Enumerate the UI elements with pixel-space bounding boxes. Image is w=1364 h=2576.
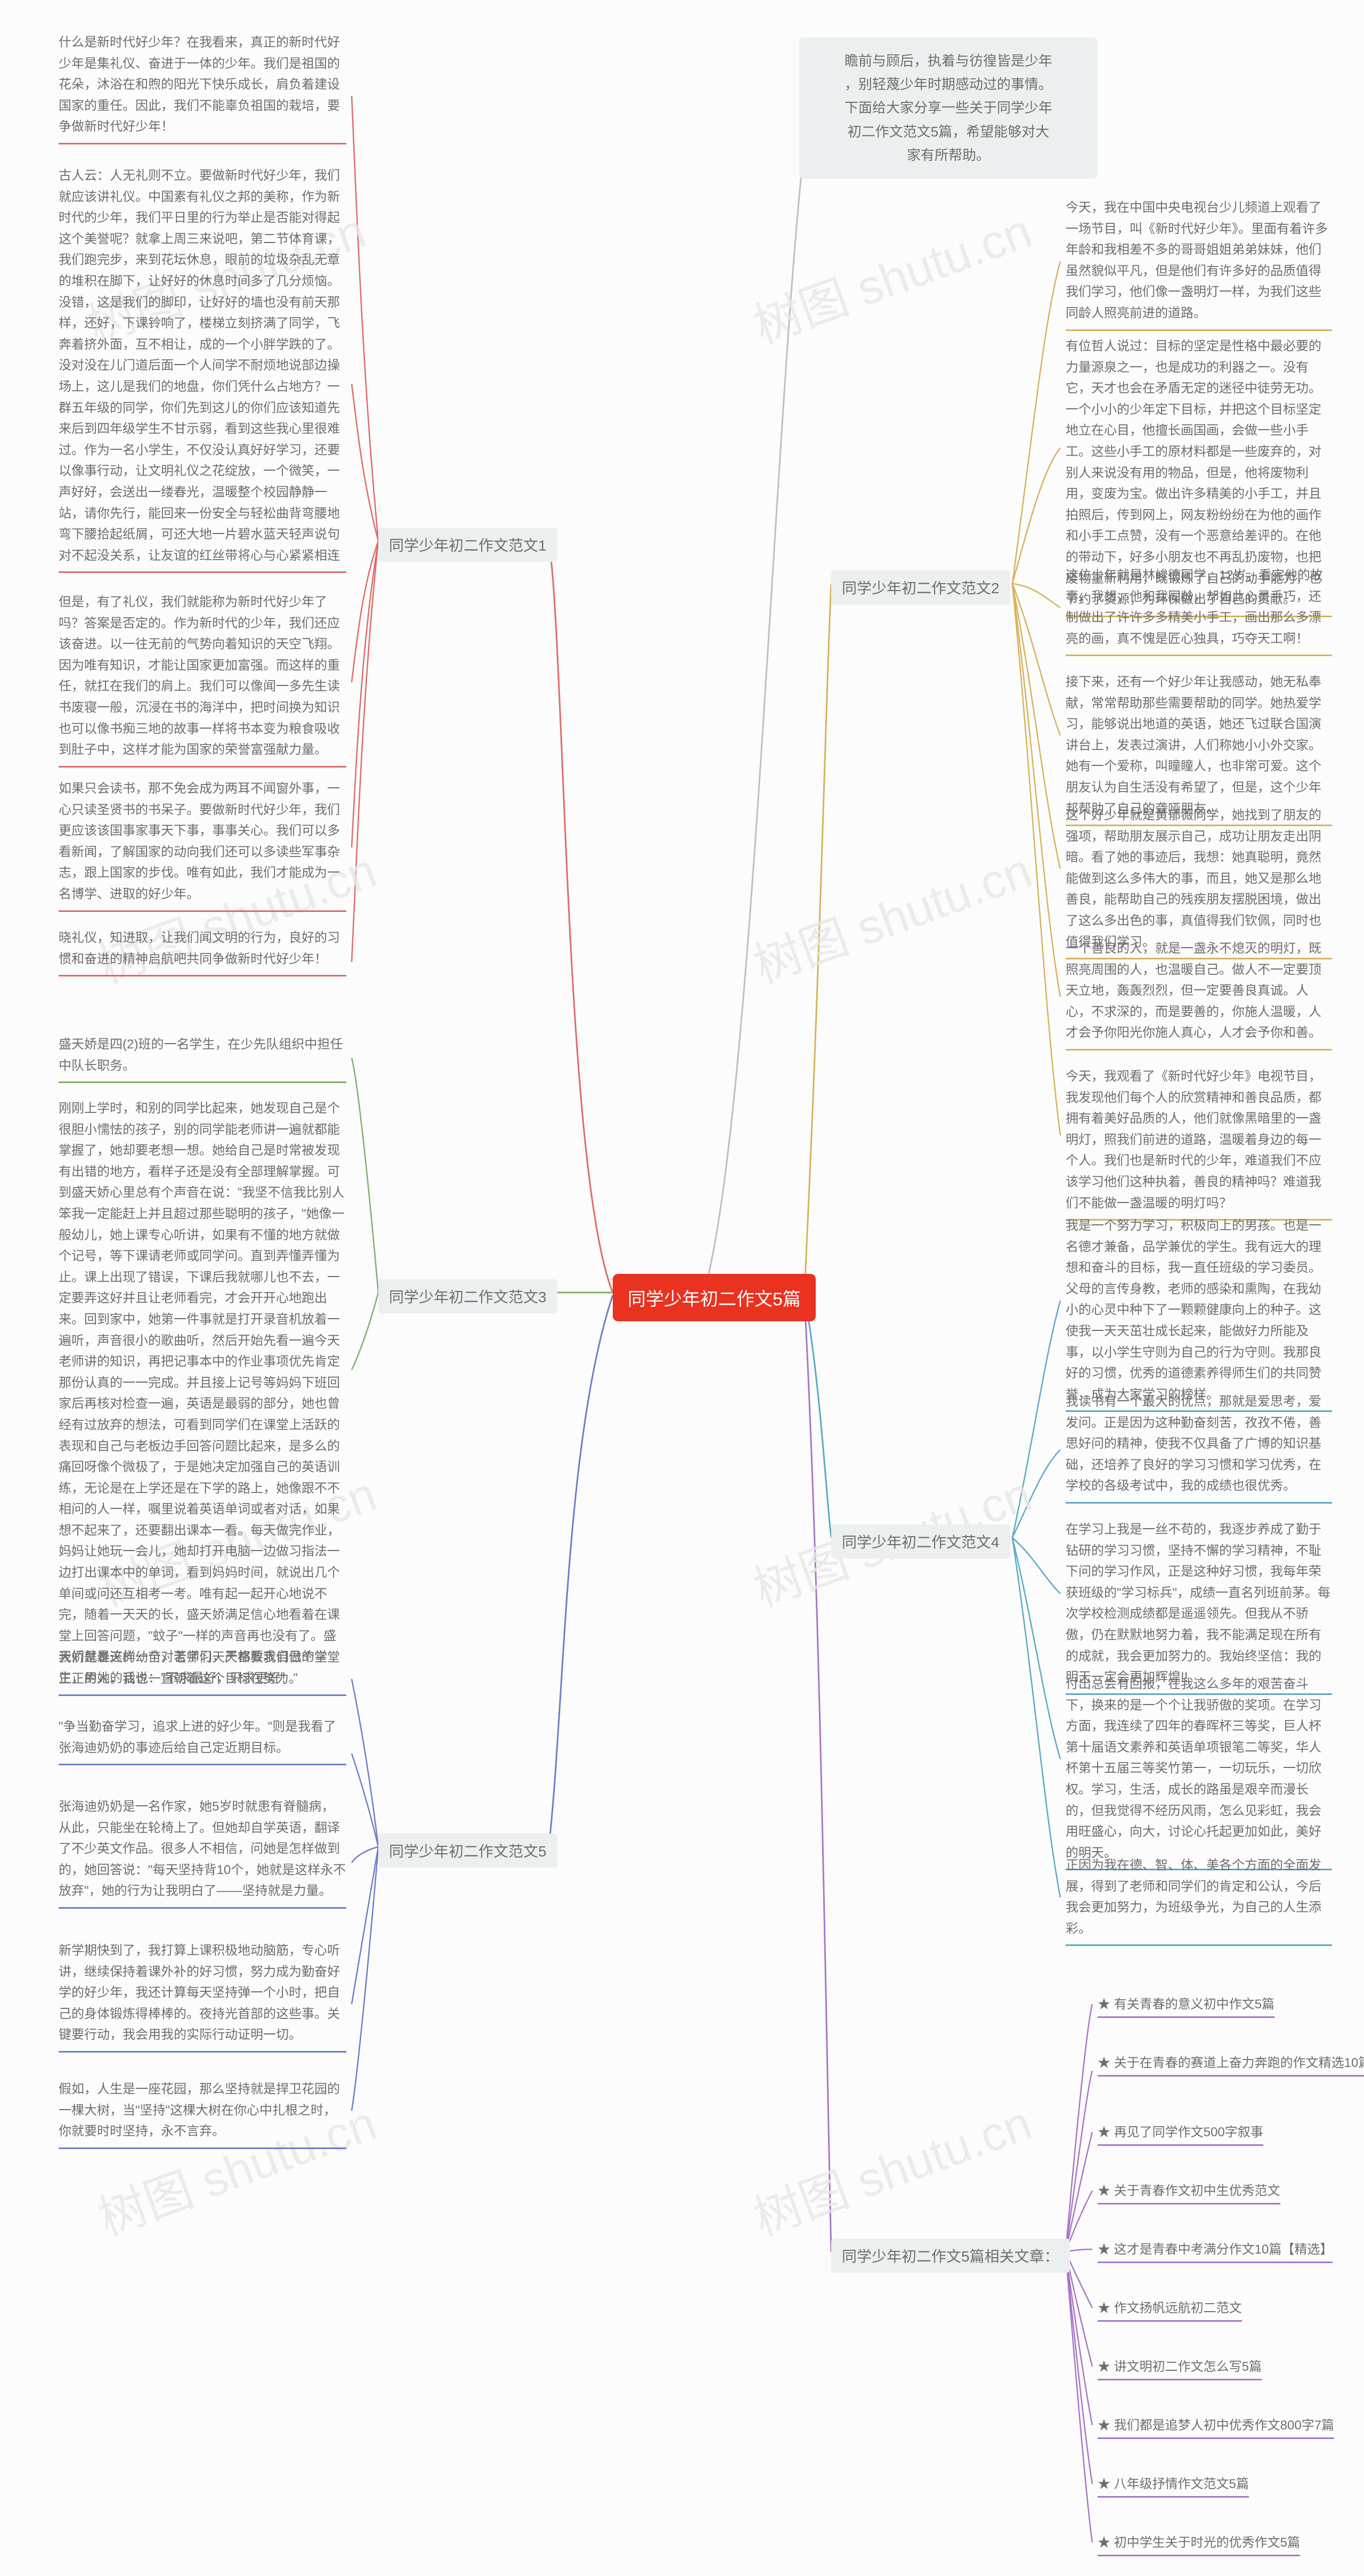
paragraph-node: 今天，我观看了《新时代好少年》电视节目，我发现他们每个人的欣赏精神和善良品质，都… [1066,1066,1332,1221]
related-article-link[interactable]: ★ 关于在青春的赛道上奋力奔跑的作文精选10篇 [1098,2052,1364,2077]
related-article-link[interactable]: ★ 我们都是追梦人初中优秀作文800字7篇 [1098,2415,1334,2439]
related-article-link[interactable]: ★ 讲文明初二作文怎么写5篇 [1098,2356,1262,2380]
paragraph-node: 付出总会有回报，在我这么多年的艰苦奋斗下，换来的是一个个让我骄傲的奖项。在学习方… [1066,1674,1332,1870]
paragraph-node: 一个善良的人，就是一盏永不熄灭的明灯，既照亮周围的人，也温暖自己。做人不一定要顶… [1066,938,1332,1051]
paragraph-node: "争当勤奋学习，追求上进的好少年。"则是我看了张海迪奶奶的事迹后给自己定近期目标… [59,1716,346,1765]
paragraph-node: 新学期快到了，我打算上课积极地动脑筋，专心听讲，继续保持着课外补的好习惯，努力成… [59,1940,346,2053]
paragraph-node: 古人云：人无礼则不立。要做新时代好少年，我们就应该讲礼仪。中国素有礼仪之邦的美称… [59,165,346,573]
watermark-text: 树图 shutu.cn [743,832,1040,997]
mindmap-canvas: 树图 shutu.cn树图 shutu.cn树图 shutu.cn树图 shut… [0,0,1364,2576]
paragraph-node: 我们是春天的幼苗，老师们天天都教我们做个堂堂正正的人，我也一直朝着这个目标在努力… [59,1647,346,1696]
paragraph-node: 但是，有了礼仪，我们就能称为新时代好少年了吗？答案是否定的。作为新时代的少年，我… [59,592,346,768]
center-label: 同学少年初二作文5篇 [628,1289,801,1310]
paragraph-node: 张海迪奶奶是一名作家，她5岁时就患有脊髓病，从此，只能坐在轮椅上了。但她却自学英… [59,1796,346,1909]
paragraph-node: 什么是新时代好少年？在我看来，真正的新时代好少年是集礼仪、奋进于一体的少年。我们… [59,32,346,144]
paragraph-node: 如果只会读书，那不免会成为两耳不闻窗外事，一心只读圣贤书的书呆子。要做新时代好少… [59,778,346,912]
paragraph-node: 晓礼仪，知进取，让我们闻文明的行为，良好的习惯和奋进的精神启航吧共同争做新时代好… [59,927,346,976]
related-article-link[interactable]: ★ 这才是青春中考满分作文10篇【精选】 [1098,2239,1333,2263]
related-article-link[interactable]: ★ 作文扬帆远航初二范文 [1098,2297,1242,2322]
paragraph-node: 我是一个努力学习，积极向上的男孩。也是一名德才兼备，品学兼优的学生。我有远大的理… [1066,1215,1332,1412]
paragraph-node: 盛天娇是四(2)班的一名学生，在少先队组织中担任中队长职务。 [59,1034,346,1083]
branch-label: 同学少年初二作文范文2 [831,570,1010,604]
branch-label: 同学少年初二作文范文5 [378,1834,557,1868]
intro-box: 瞻前与顾后，执着与彷徨皆是少年 ，别轻蔑少年时期感动过的事情。 下面给大家分享一… [799,37,1098,179]
related-article-link[interactable]: ★ 初中学生关于时光的优秀作文5篇 [1098,2532,1300,2556]
paragraph-node: 这个好少年就是黄郁薇同学，她找到了朋友的强项，帮助朋友展示自己，成功让朋友走出阴… [1066,805,1332,959]
branch-label: 同学少年初二作文5篇相关文章： [831,2239,1070,2273]
paragraph-node: 在学习上我是一丝不苟的，我逐步养成了勤于钻研的学习习惯，坚持不懈的学习精神，不耻… [1066,1519,1332,1695]
paragraph-node: 这位少年就是林峻德同学，12岁，看完他的故事，我想，他和我同龄，却如此心灵手巧，… [1066,565,1332,656]
related-article-link[interactable]: ★ 八年级抒情作文范文5篇 [1098,2473,1249,2498]
paragraph-node: 接下来，还有一个好少年让我感动，她无私奉献，常常帮助那些需要帮助的同学。她热爱学… [1066,672,1332,826]
branch-label: 同学少年初二作文范文3 [378,1279,557,1313]
branch-label: 同学少年初二作文范文1 [378,528,557,562]
related-article-link[interactable]: ★ 关于青春作文初中生优秀范文 [1098,2180,1280,2204]
paragraph-node: 正因为我在德、智、体、美各个方面的全面发展，得到了老师和同学们的肯定和公认，今后… [1066,1855,1332,1946]
paragraph-node: 刚刚上学时，和别的同学比起来，她发现自己是个很胆小懦怯的孩子，别的同学能老师讲一… [59,1098,346,1696]
watermark-text: 树图 shutu.cn [743,192,1040,357]
watermark-text: 树图 shutu.cn [743,2085,1040,2249]
paragraph-node: 我读书有一个最大的优点，那就是爱思考，爱发问。正是因为这种勤奋刻苦，孜孜不倦，善… [1066,1391,1332,1504]
branch-label: 同学少年初二作文范文4 [831,1524,1010,1558]
related-article-link[interactable]: ★ 有关青春的意义初中作文5篇 [1098,1993,1274,2018]
paragraph-node: 假如，人生是一座花园，那么坚持就是捍卫花园的一棵大树，当"坚持"这棵大树在你心中… [59,2079,346,2149]
paragraph-node: 今天，我在中国中央电视台少儿频道上观看了一场节目，叫《新时代好少年》。里面有着许… [1066,197,1332,331]
related-article-link[interactable]: ★ 再见了同学作文500字叙事 [1098,2121,1263,2146]
center-node: 同学少年初二作文5篇 [613,1274,816,1321]
